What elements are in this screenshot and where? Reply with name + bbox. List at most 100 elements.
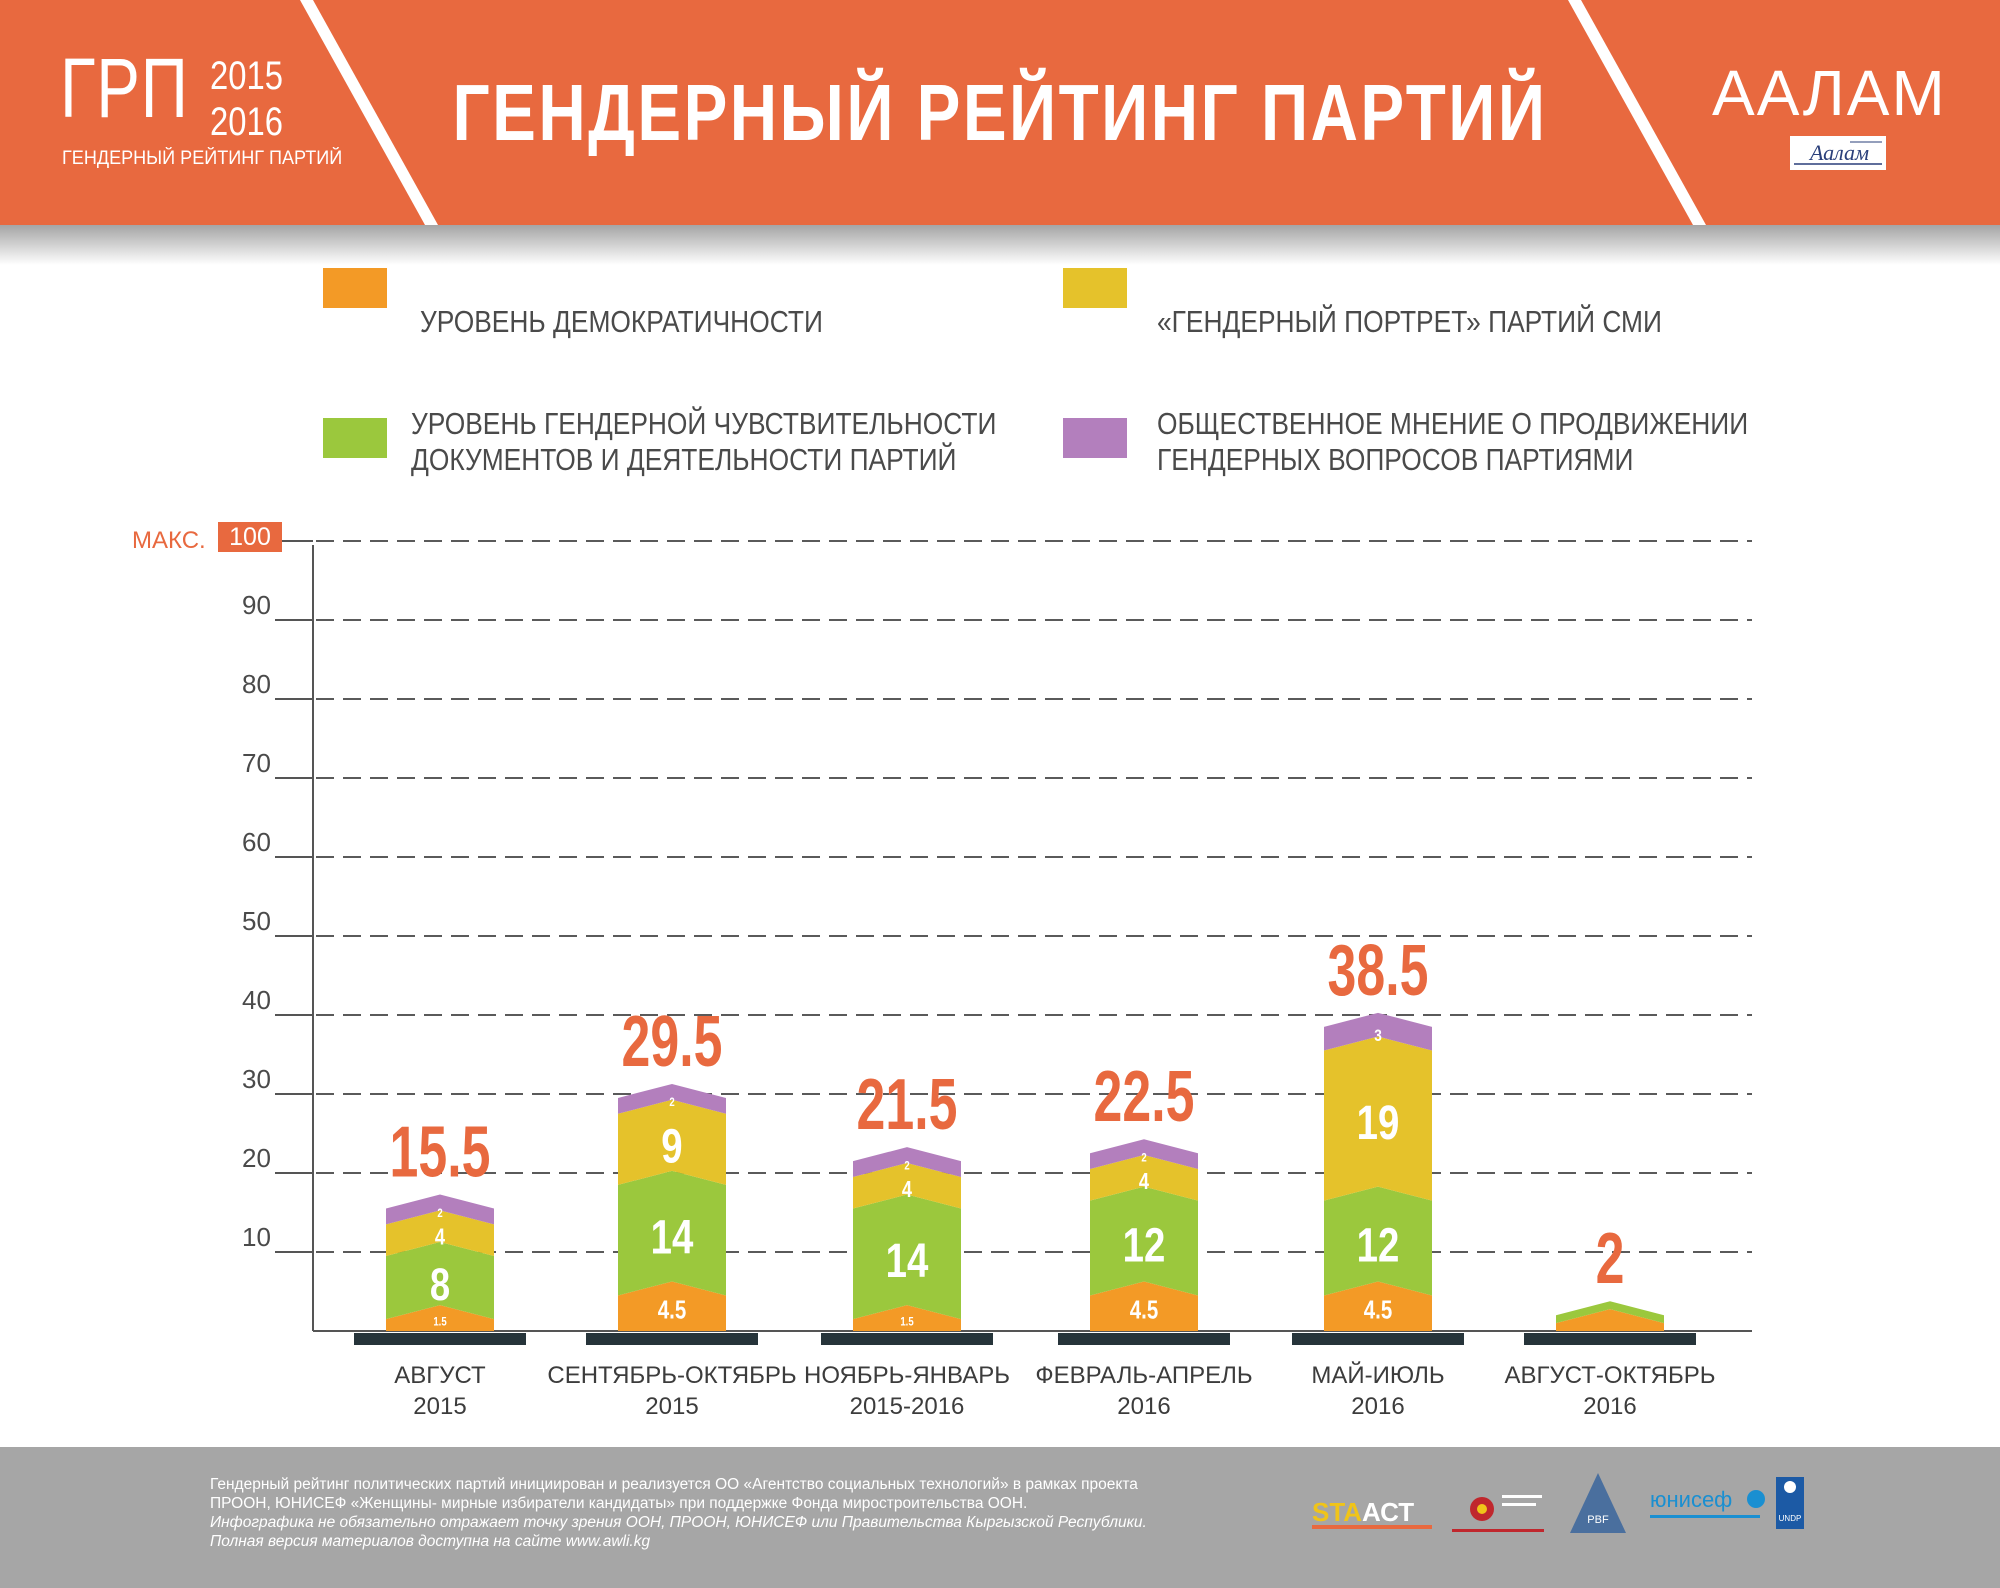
grp-logo-text: ГРП xyxy=(60,41,189,135)
bar-segment-1-2 xyxy=(618,1099,726,1185)
grp-logo-year-start: 2015 xyxy=(210,54,283,98)
bar-segment-label-3-3: 2 xyxy=(1141,1152,1146,1165)
x-category-label-2-line2: 2015-2016 xyxy=(850,1393,965,1420)
act-logo-text: АСТ xyxy=(1362,1497,1414,1527)
max-marker: МАКС. 100 xyxy=(132,522,282,554)
legend-swatch-gender-sensitivity xyxy=(323,418,387,458)
y-tick-label-70: 70 xyxy=(242,748,271,778)
bar-segment-label-4-0: 4.5 xyxy=(1364,1295,1393,1324)
bar-total-label-0: 15.5 xyxy=(390,1112,491,1192)
bar-segment-0-2 xyxy=(386,1210,494,1256)
aalam-emblem-text: Аалам xyxy=(1808,140,1869,165)
undp-logo: UNDP xyxy=(1776,1477,1804,1529)
bar-group-5: 2 xyxy=(1524,1219,1696,1345)
bar-base-4 xyxy=(1292,1333,1464,1345)
government-agency-logo xyxy=(1452,1495,1544,1532)
y-tick-labels: 10 20 30 40 50 60 70 80 90 xyxy=(242,590,271,1252)
legend-label-democracy: УРОВЕНЬ ДЕМОКРАТИЧНОСТИ xyxy=(420,304,823,339)
bar-segment-label-1-3: 2 xyxy=(669,1096,674,1109)
x-category-label-3-line1: ФЕВРАЛЬ-АПРЕЛЬ xyxy=(1035,1362,1252,1389)
x-category-labels: АВГУСТ 2015 СЕНТЯБРЬ-ОКТЯБРЬ 2015 НОЯБРЬ-ЯНВ… xyxy=(394,1361,1715,1420)
bar-segment-1-0 xyxy=(618,1281,726,1331)
bar-segment-label-1-0: 4.5 xyxy=(658,1295,687,1324)
legend-swatch-public-opinion xyxy=(1063,418,1127,458)
y-tick-label-80: 80 xyxy=(242,669,271,699)
grp-logo-subtitle: ГЕНДЕРНЫЙ РЕЙТИНГ ПАРТИЙ xyxy=(62,148,343,169)
x-category-label-1-line2: 2015 xyxy=(645,1393,698,1420)
y-tick-label-50: 50 xyxy=(242,906,271,936)
footer: Гендерный рейтинг политических партий ин… xyxy=(0,1447,2000,1588)
footer-disclaimer: Инфографика не обязательно отражает точк… xyxy=(210,1514,1147,1531)
max-badge-value: 100 xyxy=(229,523,271,551)
grp-logo-year-end: 2016 xyxy=(210,100,283,144)
header-stripe-left xyxy=(300,0,438,225)
bar-segment-label-2-2: 4 xyxy=(902,1177,913,1202)
sta-logo-text: STA xyxy=(1312,1497,1362,1527)
y-tick-label-60: 60 xyxy=(242,827,271,857)
bar-segment-label-3-2: 4 xyxy=(1139,1169,1150,1194)
y-tick-label-10: 10 xyxy=(242,1222,271,1252)
y-tick-label-40: 40 xyxy=(242,985,271,1015)
max-label: МАКС. xyxy=(132,527,206,554)
bar-segment-2-3 xyxy=(853,1147,961,1177)
bar-segment-label-4-3: 3 xyxy=(1374,1026,1382,1045)
header-stripe-right xyxy=(1568,0,1706,225)
legend-label-public-opinion-1: ОБЩЕСТВЕННОЕ МНЕНИЕ О ПРОДВИЖЕНИИ xyxy=(1157,406,1749,441)
undp-logo-text: UNDP xyxy=(1779,1514,1802,1523)
bar-segment-2-2 xyxy=(853,1162,961,1209)
x-category-label-1-line1: СЕНТЯБРЬ-ОКТЯБРЬ xyxy=(547,1362,796,1389)
y-tick-label-30: 30 xyxy=(242,1064,271,1094)
bars-layer: 1.584215.54.5149229.51.5144221.54.512422… xyxy=(354,931,1696,1345)
aalam-logo-text: ААЛАМ xyxy=(1712,57,1947,129)
bar-total-label-4: 38.5 xyxy=(1328,931,1429,1011)
bar-segment-1-3 xyxy=(618,1083,726,1114)
pbf-logo-text: PBF xyxy=(1587,1514,1609,1526)
x-category-label-0-line2: 2015 xyxy=(413,1393,466,1420)
bar-segment-label-0-0: 1.5 xyxy=(433,1315,446,1328)
bar-segment-label-1-2: 9 xyxy=(661,1121,682,1174)
x-category-label-4-line1: МАЙ-ИЮЛЬ xyxy=(1311,1361,1444,1389)
bar-segment-4-1 xyxy=(1324,1186,1432,1296)
legend-swatch-media-portrait xyxy=(1063,268,1127,308)
y-tick-label-90: 90 xyxy=(242,590,271,620)
x-category-label-3-line2: 2016 xyxy=(1117,1393,1170,1420)
bar-group-1: 4.5 14 9 2 29.5 xyxy=(586,1002,758,1345)
bar-segment-label-0-2: 4 xyxy=(435,1224,446,1249)
bar-segment-label-3-1: 12 xyxy=(1123,1219,1166,1272)
x-category-label-2-line1: НОЯБРЬ-ЯНВАРЬ xyxy=(804,1362,1010,1389)
bar-segment-3-0 xyxy=(1090,1281,1198,1331)
header-bar: ГРП 2015 2016 ГЕНДЕРНЫЙ РЕЙТИНГ ПАРТИЙ Г… xyxy=(0,0,2000,225)
bar-total-label-1: 29.5 xyxy=(622,1002,723,1082)
bar-base-3 xyxy=(1058,1333,1230,1345)
legend-label-media-portrait: «ГЕНДЕРНЫЙ ПОРТРЕТ» ПАРТИЙ СМИ xyxy=(1157,304,1662,339)
bar-segment-label-4-1: 12 xyxy=(1357,1219,1400,1272)
bar-segment-3-2 xyxy=(1090,1155,1198,1201)
bar-segment-label-2-3: 2 xyxy=(904,1159,909,1172)
bar-segment-label-0-3: 2 xyxy=(437,1207,442,1220)
bar-segment-4-3 xyxy=(1324,1012,1432,1051)
bar-segment-4-2 xyxy=(1324,1036,1432,1201)
bar-segment-label-3-0: 4.5 xyxy=(1130,1295,1159,1324)
bar-segment-5-0 xyxy=(1556,1309,1664,1331)
y-tick-label-20: 20 xyxy=(242,1143,271,1173)
sta-act-logo: STA АСТ xyxy=(1310,1485,1440,1535)
bar-segment-3-3 xyxy=(1090,1139,1198,1170)
legend-swatch-democracy xyxy=(323,268,387,308)
bar-total-label-3: 22.5 xyxy=(1094,1057,1195,1137)
footer-website: Полная версия материалов доступна на сай… xyxy=(210,1533,651,1550)
bar-segment-2-1 xyxy=(853,1194,961,1320)
header-decor xyxy=(300,0,1706,225)
page-title: ГЕНДЕРНЫЙ РЕЙТИНГ ПАРТИЙ xyxy=(452,68,1548,157)
bar-group-0: 1.5 8 4 2 15.5 xyxy=(354,1112,526,1345)
bar-base-5 xyxy=(1524,1333,1696,1345)
bar-segment-label-2-0: 1.5 xyxy=(900,1315,913,1328)
bar-total-label-2: 21.5 xyxy=(857,1065,958,1145)
bar-group-4: 4.5 12 19 3 38.5 xyxy=(1292,931,1464,1345)
bar-segment-0-3 xyxy=(386,1194,494,1225)
x-category-label-5-line2: 2016 xyxy=(1583,1393,1636,1420)
unicef-logo-text: юнисеф xyxy=(1650,1487,1732,1512)
aalam-emblem-logo: Аалам xyxy=(1790,136,1886,170)
stacked-bar-chart: 10 20 30 40 50 60 70 80 90 МАКС. 100 1.5 8 4 2 15.5 4… xyxy=(132,522,1752,1420)
x-category-label-5-line1: АВГУСТ-ОКТЯБРЬ xyxy=(1504,1362,1715,1389)
bar-segment-label-0-1: 8 xyxy=(430,1259,450,1310)
